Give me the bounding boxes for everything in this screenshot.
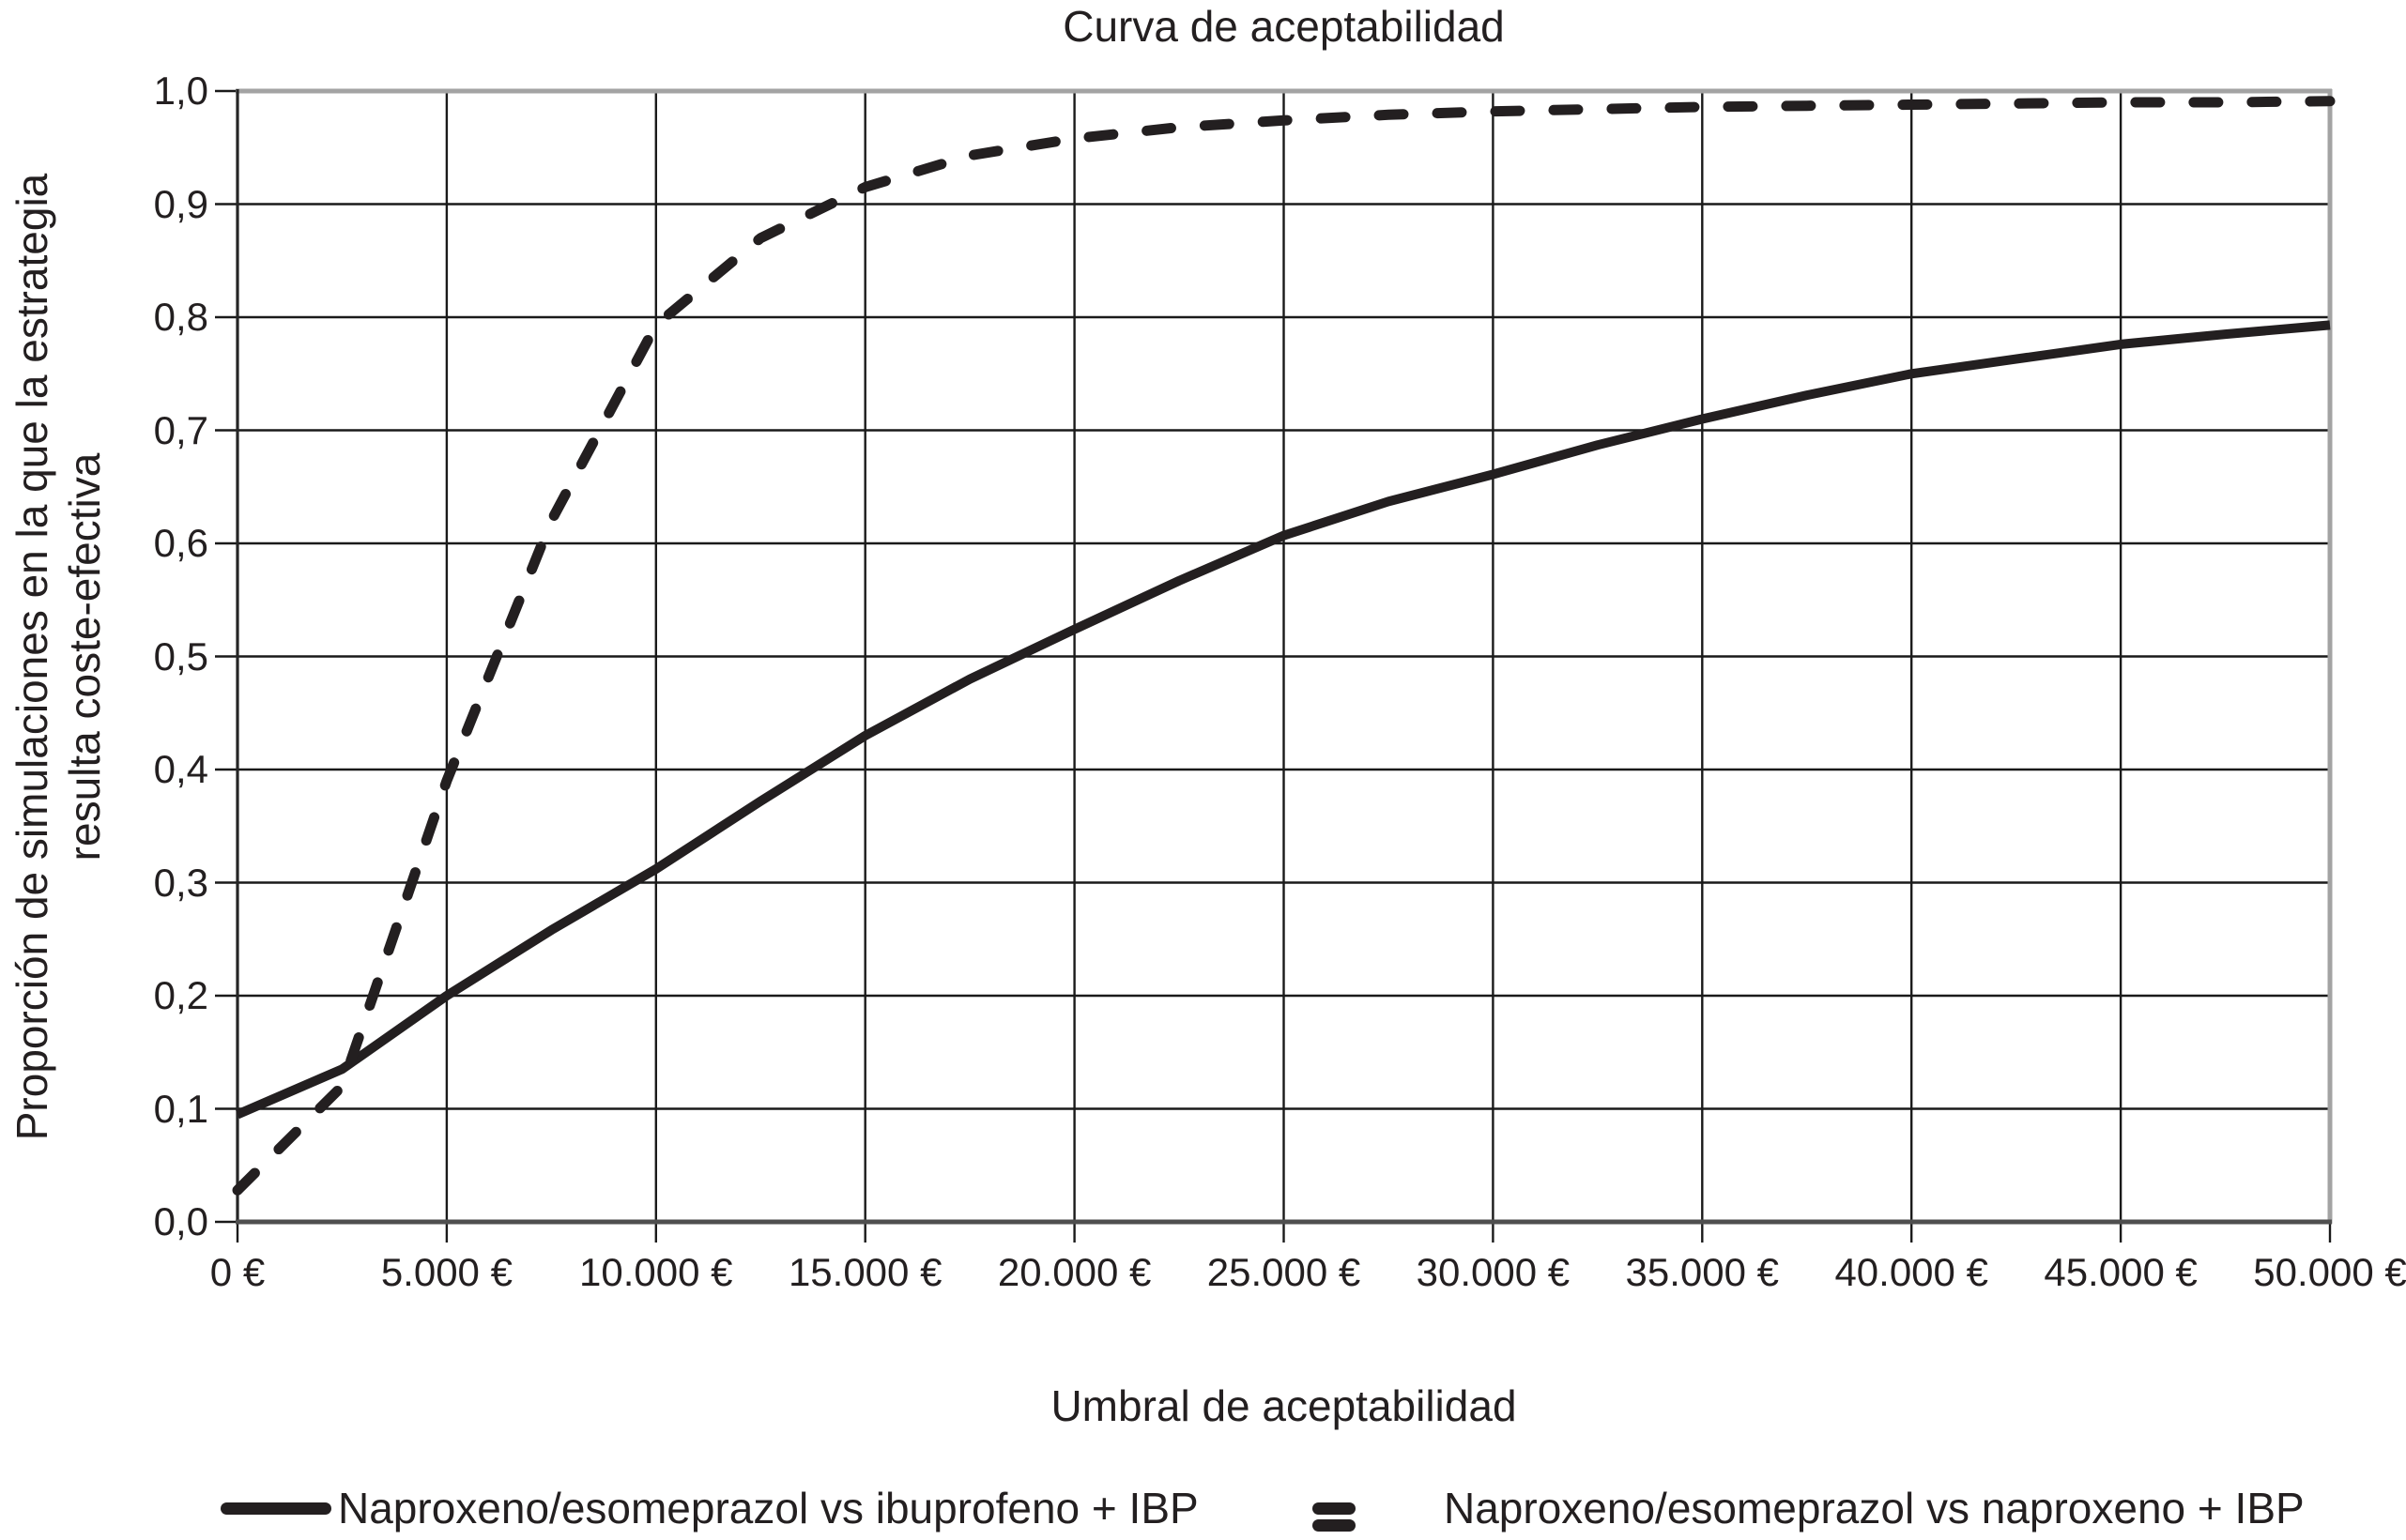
series-curve-solid — [236, 320, 2331, 1120]
x-tick-label: 45.000 € — [2044, 1250, 2198, 1294]
x-tick-label: 0 € — [209, 1250, 266, 1294]
y-tick-label: 0,9 — [153, 181, 208, 226]
chart-title: Curva de aceptabilidad — [1063, 2, 1505, 51]
x-tick-label: 10.000 € — [579, 1250, 733, 1294]
legend-label-solid: Naproxeno/esomeprazol vs ibuprofeno + IB… — [338, 1484, 1199, 1532]
y-tick-label: 0,4 — [153, 747, 208, 791]
y-tick-label: 0,6 — [153, 521, 208, 565]
legend-solid-line-sample — [221, 1502, 331, 1515]
x-tick-label: 35.000 € — [1625, 1250, 1780, 1294]
dash-segment — [1312, 1519, 1356, 1532]
y-tick-label: 0,2 — [153, 973, 208, 1017]
y-tick-label: 0,5 — [153, 633, 208, 679]
y-tick-label: 0,0 — [153, 1199, 208, 1243]
y-tick-label: 1,0 — [153, 69, 208, 113]
dash-segment — [1312, 1502, 1356, 1515]
x-tick-label: 5.000 € — [380, 1250, 513, 1294]
x-tick-label: 40.000 € — [1834, 1250, 1988, 1294]
x-tick-label: 30.000 € — [1416, 1250, 1571, 1294]
series-curve-dashed — [232, 96, 2336, 1196]
x-tick-label: 20.000 € — [997, 1250, 1152, 1294]
legend-label-dashed: Naproxeno/esomeprazol vs naproxeno + IBP — [1444, 1484, 2305, 1532]
legend-dashed-line-sample — [1312, 1502, 1429, 1532]
x-tick-label: 25.000 € — [1206, 1250, 1361, 1294]
y-tick-label: 0,8 — [153, 295, 208, 339]
y-tick-label: 0,3 — [153, 860, 208, 905]
x-tick-label: 15.000 € — [788, 1250, 942, 1294]
x-axis-title: Umbral de aceptabilidad — [1050, 1381, 1517, 1430]
y-tick-label: 0,7 — [153, 407, 208, 452]
x-tick-label: 50.000 € — [2253, 1250, 2406, 1294]
y-tick-label: 0,1 — [153, 1086, 208, 1131]
